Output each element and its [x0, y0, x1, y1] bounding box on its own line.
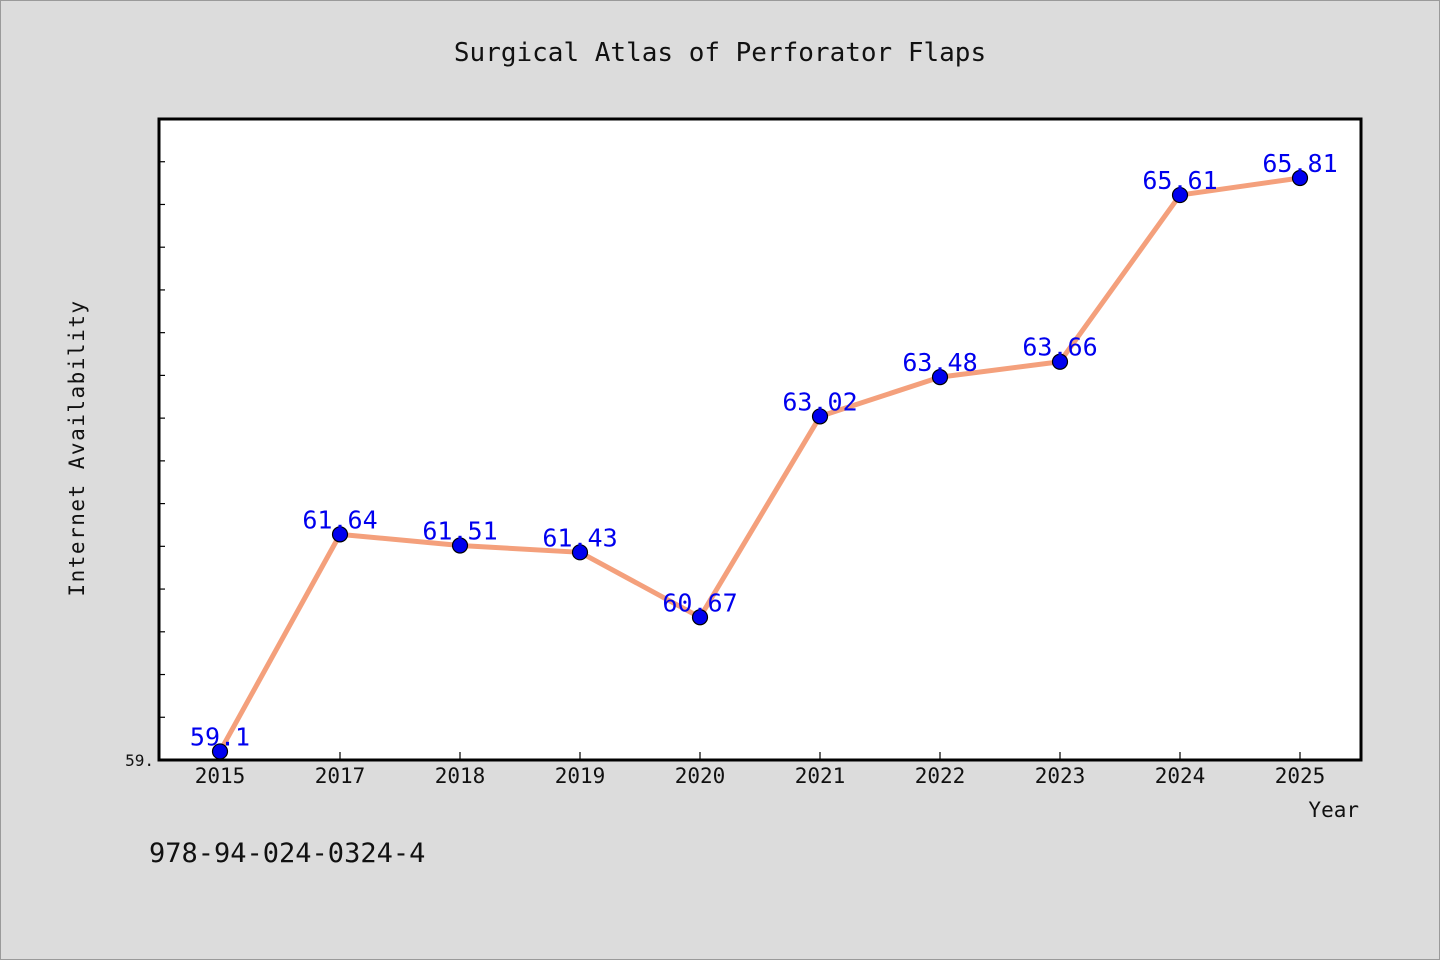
data-point — [1171, 186, 1189, 204]
data-label: 61.51 — [422, 516, 497, 545]
x-tick-labels: 2015 2017 2018 2019 2020 2021 2022 2023 2024 2025 — [195, 764, 1326, 788]
data-point — [451, 537, 469, 554]
data-label: 63.02 — [782, 387, 857, 416]
data-point — [1051, 353, 1069, 370]
y-axis-label: Internet Availability — [65, 299, 89, 596]
plot-area — [157, 117, 1363, 762]
data-label: 59.1 — [190, 722, 250, 751]
data-label: 63.66 — [1022, 333, 1097, 362]
x-tick-label: 2015 — [195, 764, 246, 788]
data-label: 63.48 — [902, 348, 977, 377]
chart-title: Surgical Atlas of Perforator Flaps — [454, 38, 986, 68]
data-label: 65.81 — [1262, 149, 1337, 178]
y-tick-label: 59. — [125, 751, 154, 770]
series-line — [217, 175, 1303, 754]
x-tick-label: 2019 — [555, 764, 606, 788]
data-point — [691, 609, 709, 626]
x-tick-label: 2022 — [915, 764, 966, 788]
x-tick-label: 2025 — [1275, 764, 1326, 788]
x-axis-label: Year — [1308, 798, 1359, 822]
data-point — [331, 526, 349, 543]
data-point — [811, 408, 829, 425]
x-tick-label: 2021 — [795, 764, 846, 788]
x-tick-label: 2018 — [435, 764, 486, 788]
series-layer: 59.1 61.64 61.51 61.43 60.67 63.02 63.48 63.66 6… — [190, 149, 1338, 760]
data-label: 61.43 — [542, 523, 617, 552]
data-label: 61.64 — [302, 505, 377, 534]
data-point — [571, 544, 589, 561]
data-point — [1291, 169, 1309, 187]
isbn-text: 978-94-024-0324-4 — [149, 838, 425, 869]
data-label: 65.61 — [1142, 166, 1217, 195]
data-point — [931, 369, 949, 386]
data-point — [211, 743, 229, 760]
x-tick-label: 2024 — [1155, 764, 1206, 788]
y-axis-ticks — [159, 161, 165, 718]
data-label: 60.67 — [662, 588, 737, 617]
x-tick-label: 2020 — [675, 764, 726, 788]
x-tick-label: 2017 — [315, 764, 366, 788]
x-tick-label: 2023 — [1035, 764, 1086, 788]
